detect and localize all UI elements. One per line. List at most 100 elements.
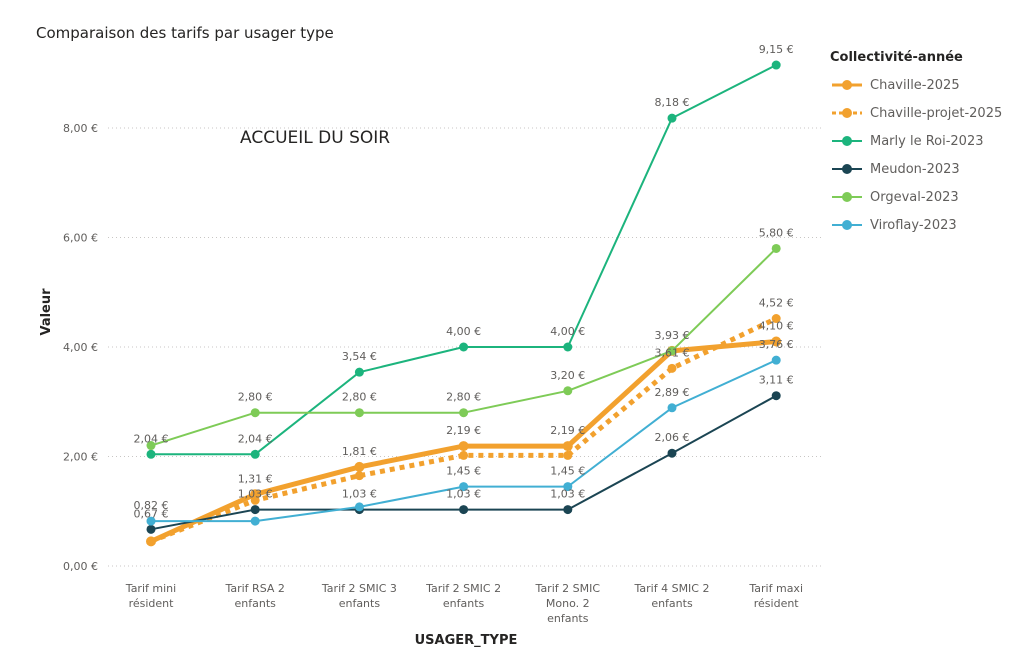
data-label: 0,82 € xyxy=(134,499,169,512)
data-label: 2,80 € xyxy=(342,391,377,404)
axes: 0,00 € 2,00 € 4,00 € 6,00 € 8,00 € Valeur Tari… xyxy=(39,122,803,648)
data-point xyxy=(563,505,573,515)
data-label: 1,03 € xyxy=(238,488,273,501)
data-point xyxy=(563,450,573,460)
data-label: 8,18 € xyxy=(655,96,690,109)
y-tick-label: 8,00 € xyxy=(63,122,98,135)
legend-item-label: Chaville-projet-2025 xyxy=(870,105,1003,121)
x-tick-label: Tarif 2 SMIC Mono. 2 enfants xyxy=(535,582,601,625)
data-label: 3,61 € xyxy=(655,346,690,359)
data-label: 1,03 € xyxy=(342,488,377,501)
legend-item[interactable]: Meudon-2023 xyxy=(830,155,1002,183)
data-point xyxy=(459,408,469,418)
data-label: 2,19 € xyxy=(446,424,481,437)
legend-item[interactable]: Marly le Roi-2023 xyxy=(830,127,1002,155)
data-point xyxy=(354,461,365,472)
data-point xyxy=(667,403,677,413)
data-label: 1,45 € xyxy=(550,465,585,478)
data-label: 3,20 € xyxy=(550,369,585,382)
data-point xyxy=(771,314,781,324)
legend-item-label: Viroflay-2023 xyxy=(870,217,957,233)
legend-item[interactable]: Chaville-2025 xyxy=(830,71,1002,99)
legend-item[interactable]: Chaville-projet-2025 xyxy=(830,99,1002,127)
data-label: 1,03 € xyxy=(446,488,481,501)
data-label: 2,19 € xyxy=(550,424,585,437)
legend-swatch-icon xyxy=(832,108,862,118)
data-point xyxy=(771,336,782,347)
legend-swatch-icon xyxy=(832,164,862,174)
y-tick-label: 2,00 € xyxy=(63,451,98,464)
data-point xyxy=(146,524,156,534)
data-point xyxy=(563,342,573,352)
chart-annotation: ACCUEIL DU SOIR xyxy=(240,128,391,148)
data-point xyxy=(250,495,260,505)
data-label: 2,04 € xyxy=(134,432,169,445)
data-point xyxy=(354,408,364,418)
y-tick-label: 6,00 € xyxy=(63,232,98,245)
data-point xyxy=(667,363,677,373)
data-point xyxy=(458,441,469,452)
data-point xyxy=(250,505,260,515)
data-label: 4,52 € xyxy=(759,297,794,310)
series-lines xyxy=(146,60,782,547)
data-point xyxy=(146,441,156,451)
data-point xyxy=(771,391,781,401)
data-point xyxy=(146,536,156,546)
x-axis-title: USAGER_TYPE xyxy=(415,633,518,648)
data-label: 4,00 € xyxy=(446,325,481,338)
data-point xyxy=(250,449,260,459)
data-point xyxy=(459,342,469,352)
data-point xyxy=(459,505,469,515)
data-point xyxy=(667,448,677,458)
data-point xyxy=(771,355,781,365)
data-label: 4,00 € xyxy=(550,325,585,338)
data-point xyxy=(459,450,469,460)
y-axis-title: Valeur xyxy=(39,288,54,336)
data-label: 1,03 € xyxy=(550,488,585,501)
data-label: 4,10 € xyxy=(759,320,794,333)
data-label: 2,80 € xyxy=(238,391,273,404)
data-point xyxy=(563,482,573,492)
data-label: 1,81 € xyxy=(342,445,377,458)
legend-item[interactable]: Orgeval-2023 xyxy=(830,183,1002,211)
data-label: 3,76 € xyxy=(759,338,794,351)
legend-item-label: Marly le Roi-2023 xyxy=(870,133,984,149)
data-label: 3,11 € xyxy=(759,374,794,387)
y-tick-label: 0,00 € xyxy=(63,560,98,573)
data-point xyxy=(250,408,260,418)
data-label: 2,04 € xyxy=(238,432,273,445)
data-point xyxy=(771,60,781,70)
data-point xyxy=(563,386,573,396)
data-point xyxy=(146,449,156,459)
data-point xyxy=(250,516,260,526)
legend-items: Chaville-2025 Chaville-projet-2025 Marly l… xyxy=(830,71,1002,239)
x-tick-label: Tarif mini résident xyxy=(125,582,176,610)
data-point xyxy=(354,471,364,481)
legend-swatch-icon xyxy=(832,136,862,146)
x-tick-label: Tarif 2 SMIC 3 enfants xyxy=(321,582,397,610)
data-label: 9,15 € xyxy=(759,43,794,56)
data-label: 3,54 € xyxy=(342,350,377,363)
legend-swatch-icon xyxy=(832,80,862,90)
legend-item[interactable]: Viroflay-2023 xyxy=(830,211,1002,239)
data-labels: 1,31 € 1,81 € 2,19 € 2,19 € 3,93 € 4,10 € 3,61… xyxy=(134,43,794,520)
legend-item-label: Orgeval-2023 xyxy=(870,189,959,205)
data-point xyxy=(354,502,364,512)
data-point xyxy=(354,367,364,377)
data-label: 5,80 € xyxy=(759,226,794,239)
data-label: 2,80 € xyxy=(446,391,481,404)
x-tick-label: Tarif 4 SMIC 2 enfants xyxy=(634,582,710,610)
data-label: 0,67 € xyxy=(134,507,169,520)
legend-item-label: Chaville-2025 xyxy=(870,77,960,93)
data-label: 2,06 € xyxy=(655,431,690,444)
legend-swatch-icon xyxy=(832,192,862,202)
legend-swatch-icon xyxy=(832,220,862,230)
data-point xyxy=(771,243,781,253)
data-point xyxy=(667,346,677,356)
data-point xyxy=(459,482,469,492)
legend-item-label: Meudon-2023 xyxy=(870,161,960,177)
data-label: 3,93 € xyxy=(655,329,690,342)
x-tick-label: Tarif 2 SMIC 2 enfants xyxy=(425,582,501,610)
